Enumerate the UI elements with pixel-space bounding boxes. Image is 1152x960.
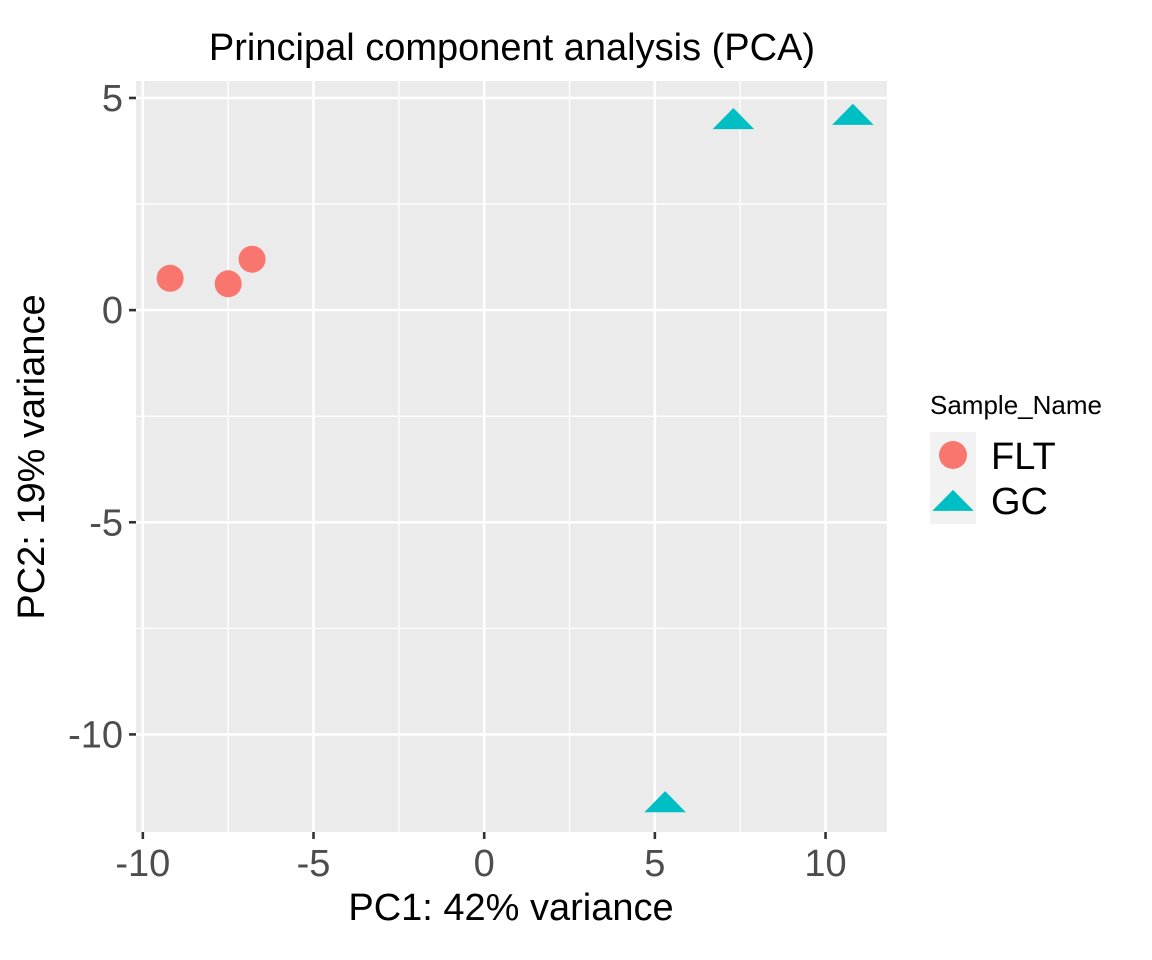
data-points (156, 103, 874, 813)
data-point-gc (832, 103, 874, 125)
x-axis: -10 -5 0 5 10 (115, 832, 847, 885)
x-tick-label: 5 (644, 843, 665, 885)
data-point-flt (156, 264, 184, 292)
y-tick-label: 0 (102, 290, 123, 332)
legend-label-flt: FLT (991, 436, 1056, 478)
x-tick-label: -5 (297, 843, 331, 885)
minor-gridlines (136, 81, 887, 832)
x-axis-title: PC1: 42% variance (348, 887, 673, 929)
data-point-flt (238, 245, 266, 273)
legend-key-gc (932, 489, 974, 511)
legend-label-gc: GC (991, 481, 1048, 523)
x-tick-label: 10 (804, 843, 846, 885)
y-tick-label: -10 (68, 714, 123, 756)
data-point-flt (214, 270, 242, 298)
major-gridlines (136, 81, 887, 832)
y-tick-label: -5 (89, 502, 123, 544)
data-point-gc (712, 108, 755, 130)
chart-title: Principal component analysis (PCA) (209, 27, 815, 69)
data-point-gc (644, 791, 686, 813)
x-tick-label: -10 (115, 843, 170, 885)
y-axis-title: PC2: 19% variance (11, 294, 53, 619)
y-tick-label: 5 (102, 78, 123, 120)
legend: Sample_Name FLT GC (930, 390, 1102, 524)
legend-key-flt (939, 441, 967, 469)
plot-panel (136, 81, 887, 832)
x-tick-label: 0 (474, 843, 495, 885)
y-axis: -10 -5 0 5 (68, 78, 136, 756)
legend-keys (932, 441, 974, 511)
legend-title: Sample_Name (930, 390, 1102, 420)
